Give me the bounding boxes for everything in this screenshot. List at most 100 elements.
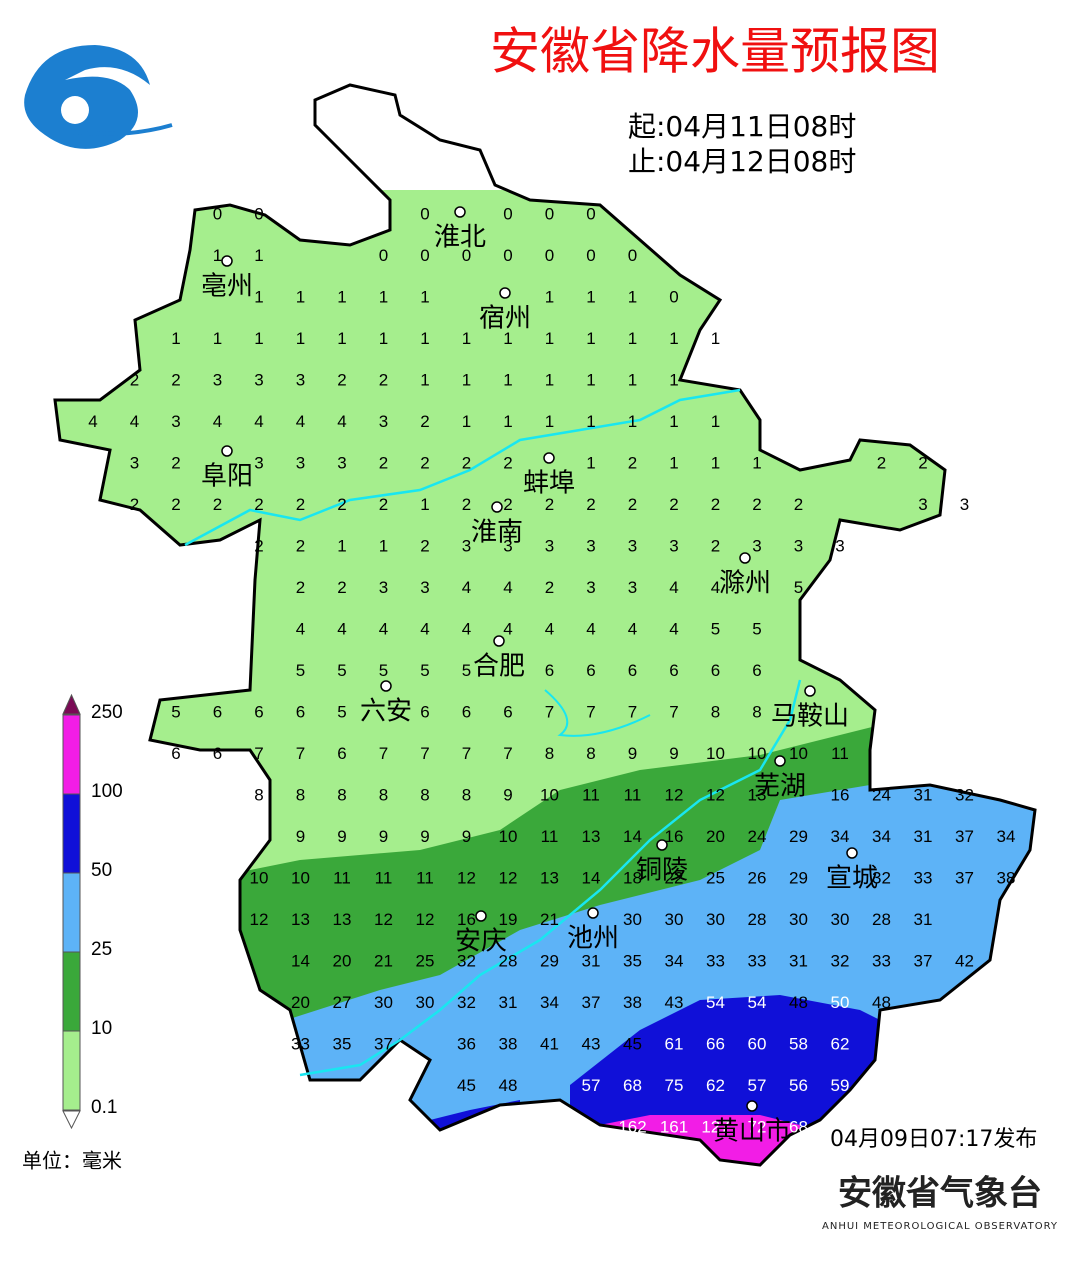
- rain-value: 2: [379, 495, 388, 514]
- rain-value: 1: [379, 287, 388, 306]
- rain-value: 30: [374, 993, 393, 1012]
- rain-value: 43: [665, 993, 684, 1012]
- rain-value: 31: [914, 827, 933, 846]
- org-name: 安徽省气象台: [838, 1174, 1042, 1214]
- rain-value: 13: [333, 910, 352, 929]
- rain-value: 22: [665, 868, 684, 887]
- rain-value: 3: [545, 536, 554, 555]
- legend-label: 10: [91, 1018, 112, 1039]
- rain-value: 11: [831, 744, 849, 763]
- rain-value: 4: [462, 619, 471, 638]
- rain-value: 45: [623, 1034, 642, 1053]
- rain-value: 2: [669, 495, 678, 514]
- rain-value: 2: [628, 453, 637, 472]
- rain-value: 10: [291, 868, 310, 887]
- rain-value: 4: [130, 412, 139, 431]
- rain-value: 0: [586, 204, 595, 223]
- rain-value: 2: [545, 495, 554, 514]
- rain-value: 41: [540, 1034, 559, 1053]
- rain-value: 16: [457, 910, 476, 929]
- rain-value: 1: [254, 329, 263, 348]
- rain-value: 9: [628, 744, 637, 763]
- rain-value: 5: [420, 661, 429, 680]
- rain-value: 62: [831, 1034, 850, 1053]
- rain-value: 33: [872, 951, 891, 970]
- rain-value: 14: [623, 827, 642, 846]
- end-time: 止:04月12日08时: [628, 145, 856, 178]
- rain-value: 32: [457, 993, 476, 1012]
- rain-value: 32: [872, 868, 891, 887]
- rain-value: 25: [416, 951, 435, 970]
- rain-value: 7: [545, 702, 554, 721]
- rain-value: 58: [789, 1034, 808, 1053]
- legend-arrow-bottom: [62, 1110, 81, 1130]
- city-name: 合肥: [473, 652, 525, 682]
- legend-swatch: [62, 951, 81, 1032]
- rain-value: 9: [420, 827, 429, 846]
- rain-value: 8: [296, 785, 305, 804]
- rain-value: 3: [669, 536, 678, 555]
- rain-value: 25: [706, 868, 725, 887]
- chaohu-lake: [544, 689, 651, 737]
- city-name: 宿州: [479, 304, 531, 334]
- rain-value: 9: [669, 744, 678, 763]
- rain-value: 16: [665, 827, 684, 846]
- rain-value: 42: [955, 951, 974, 970]
- rain-value: 20: [706, 827, 725, 846]
- rain-value: 3: [130, 453, 139, 472]
- rain-value: 5: [462, 661, 471, 680]
- rain-value: 1: [669, 329, 678, 348]
- rain-value: 0: [462, 246, 471, 265]
- rain-value: 8: [545, 744, 554, 763]
- rain-value: 1: [462, 370, 471, 389]
- rain-value: 1: [628, 287, 637, 306]
- rain-value: 3: [794, 536, 803, 555]
- rain-value: 6: [337, 744, 346, 763]
- rain-value: 9: [462, 827, 471, 846]
- rain-value: 2: [296, 536, 305, 555]
- rain-value: 2: [254, 495, 263, 514]
- rain-value: 31: [499, 993, 518, 1012]
- rain-value: 2: [213, 495, 222, 514]
- rain-value: 161: [660, 1117, 688, 1136]
- rain-value: 6: [213, 744, 222, 763]
- rain-value: 75: [665, 1076, 684, 1095]
- rain-value: 5: [171, 702, 180, 721]
- rain-value: 6: [586, 661, 595, 680]
- yangtze-river: [299, 679, 802, 1077]
- rain-value: 3: [213, 370, 222, 389]
- rain-value: 13: [540, 868, 559, 887]
- rain-value: 1: [628, 412, 637, 431]
- rain-value: 3: [296, 453, 305, 472]
- rain-value: 12: [499, 868, 518, 887]
- rain-value: 8: [254, 785, 263, 804]
- rain-value: 1: [420, 495, 429, 514]
- rain-value: 1: [420, 329, 429, 348]
- rain-value: 1: [337, 329, 346, 348]
- logo-eye: [61, 96, 89, 124]
- rain-value: 6: [296, 702, 305, 721]
- rain-value: 4: [379, 619, 388, 638]
- city-dot: [587, 907, 599, 919]
- city-dot: [454, 206, 466, 218]
- rain-value: 1: [669, 370, 678, 389]
- rain-value: 1: [379, 536, 388, 555]
- city-dot: [380, 680, 392, 692]
- city-name: 阜阳: [201, 462, 253, 492]
- rain-value: 1: [711, 329, 720, 348]
- rain-value: 0: [586, 246, 595, 265]
- rain-value: 30: [706, 910, 725, 929]
- rain-value: 4: [711, 578, 720, 597]
- rain-value: 8: [379, 785, 388, 804]
- rain-value: 35: [333, 1034, 352, 1053]
- legend-swatch: [62, 714, 81, 795]
- rain-value: 48: [789, 993, 808, 1012]
- city-name: 池州: [567, 924, 619, 954]
- rain-value: 1: [669, 453, 678, 472]
- rain-value: 1: [171, 329, 180, 348]
- rain-value: 2: [420, 453, 429, 472]
- rain-value: 3: [171, 412, 180, 431]
- rain-value: 60: [748, 1034, 767, 1053]
- rain-value: 72: [748, 1117, 767, 1136]
- rain-value: 35: [623, 951, 642, 970]
